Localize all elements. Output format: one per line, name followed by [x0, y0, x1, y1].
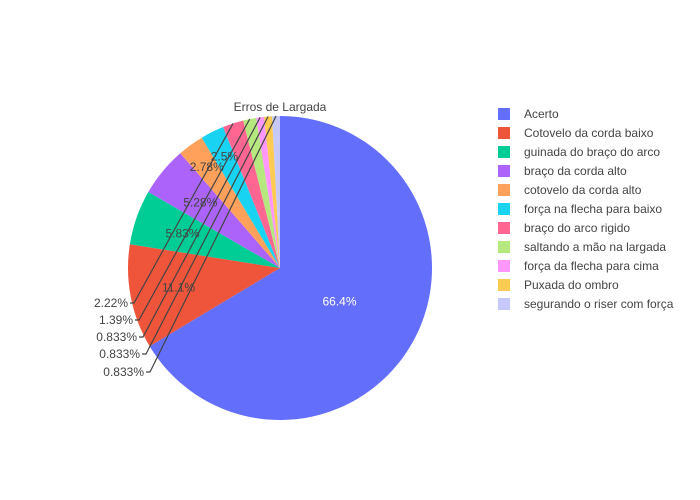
legend-swatch: [498, 108, 510, 120]
legend-label: força na flecha para baixo: [524, 202, 662, 216]
legend-label: Puxada do ombro: [524, 278, 619, 292]
legend-label: braço da corda alto: [524, 164, 627, 178]
slice-connector-saltando-a-mao-na-largada: [135, 118, 251, 321]
slice-connector-braco-do-arco-rigido: [130, 123, 234, 304]
legend-swatch: [498, 241, 510, 253]
legend-item-puxada-do-ombro[interactable]: Puxada do ombro: [498, 278, 619, 292]
slice-label-guinada-do-braco-do-arco: 5.83%: [166, 227, 200, 241]
legend-label: guinada do braço do arco: [524, 145, 660, 159]
pie-slice-acerto[interactable]: [149, 116, 433, 420]
legend-label: Cotovelo da corda baixo: [524, 126, 654, 140]
slice-connector-forca-da-flecha-para-cima: [139, 117, 261, 338]
chart-title: Erros de Largada: [234, 100, 327, 114]
pie-slice-saltando-a-mao-na-largada[interactable]: [243, 117, 280, 268]
pie-slice-cotovelo-da-corda-alto[interactable]: [180, 137, 280, 268]
slice-label-puxada-do-ombro: 0.833%: [99, 347, 140, 361]
legend-swatch: [498, 203, 510, 215]
legend-swatch: [498, 222, 510, 234]
legend-item-cotovelo-da-corda-alto[interactable]: cotovelo da corda alto: [498, 183, 642, 197]
legend-label: saltando a mão na largada: [524, 240, 666, 254]
legend-swatch: [498, 260, 510, 272]
legend-swatch: [498, 165, 510, 177]
legend-label: força da flecha para cima: [524, 259, 659, 273]
slice-connector-segurando-o-riser-com-forca: [146, 115, 277, 373]
legend-swatch: [498, 146, 510, 158]
legend-item-forca-da-flecha-para-cima[interactable]: força da flecha para cima: [498, 259, 659, 273]
pie-slice-forca-da-flecha-para-cima[interactable]: [256, 116, 280, 268]
legend-label: cotovelo da corda alto: [524, 183, 642, 197]
legend-item-segurando-o-riser-com-forca[interactable]: segurando o riser com força: [498, 297, 674, 311]
pie-slice-guinada-do-braco-do-arco[interactable]: [129, 192, 280, 268]
legend-item-guinada-do-braco-do-arco[interactable]: guinada do braço do arco: [498, 145, 660, 159]
legend-swatch: [498, 184, 510, 196]
slice-label-saltando-a-mao-na-largada: 1.39%: [99, 313, 133, 327]
legend-item-saltando-a-mao-na-largada[interactable]: saltando a mão na largada: [498, 240, 666, 254]
pie-slice-braco-do-arco-rigido[interactable]: [223, 120, 280, 268]
legend-item-braco-do-arco-rigido[interactable]: braço do arco rigido: [498, 221, 630, 235]
legend-swatch: [498, 298, 510, 310]
pie-slice-forca-na-flecha-para-baixo[interactable]: [201, 127, 280, 268]
legend-label: segurando o riser com força: [524, 297, 674, 311]
slice-connector-puxada-do-ombro: [142, 116, 269, 355]
slice-label-cotovelo-da-corda-baixo: 11.1%: [162, 281, 195, 295]
legend-swatch: [498, 279, 510, 291]
pie-slice-braco-da-corda-alto[interactable]: [148, 153, 280, 268]
legend-label: Acerto: [524, 107, 559, 121]
legend-item-forca-na-flecha-para-baixo[interactable]: força na flecha para baixo: [498, 202, 662, 216]
pie-slice-segurando-o-riser-com-forca[interactable]: [272, 116, 280, 268]
pie-slice-cotovelo-da-corda-baixo[interactable]: [127, 244, 280, 347]
legend-item-cotovelo-da-corda-baixo[interactable]: Cotovelo da corda baixo: [498, 126, 654, 140]
legend-label: braço do arco rigido: [524, 221, 630, 235]
legend: Acerto Cotovelo da corda baixo guinada do …: [498, 107, 674, 311]
slice-label-braco-do-arco-rigido: 2.22%: [94, 296, 128, 310]
slice-label-cotovelo-da-corda-alto: 2.78%: [190, 160, 224, 174]
slice-label-segurando-o-riser-com-forca: 0.833%: [103, 365, 144, 379]
slice-label-forca-da-flecha-para-cima: 0.833%: [96, 330, 137, 344]
slice-label-acerto: 66.4%: [323, 295, 357, 309]
pie-slice-puxada-do-ombro[interactable]: [264, 116, 280, 268]
legend-swatch: [498, 127, 510, 139]
legend-item-acerto[interactable]: Acerto: [498, 107, 559, 121]
legend-item-braco-da-corda-alto[interactable]: braço da corda alto: [498, 164, 627, 178]
